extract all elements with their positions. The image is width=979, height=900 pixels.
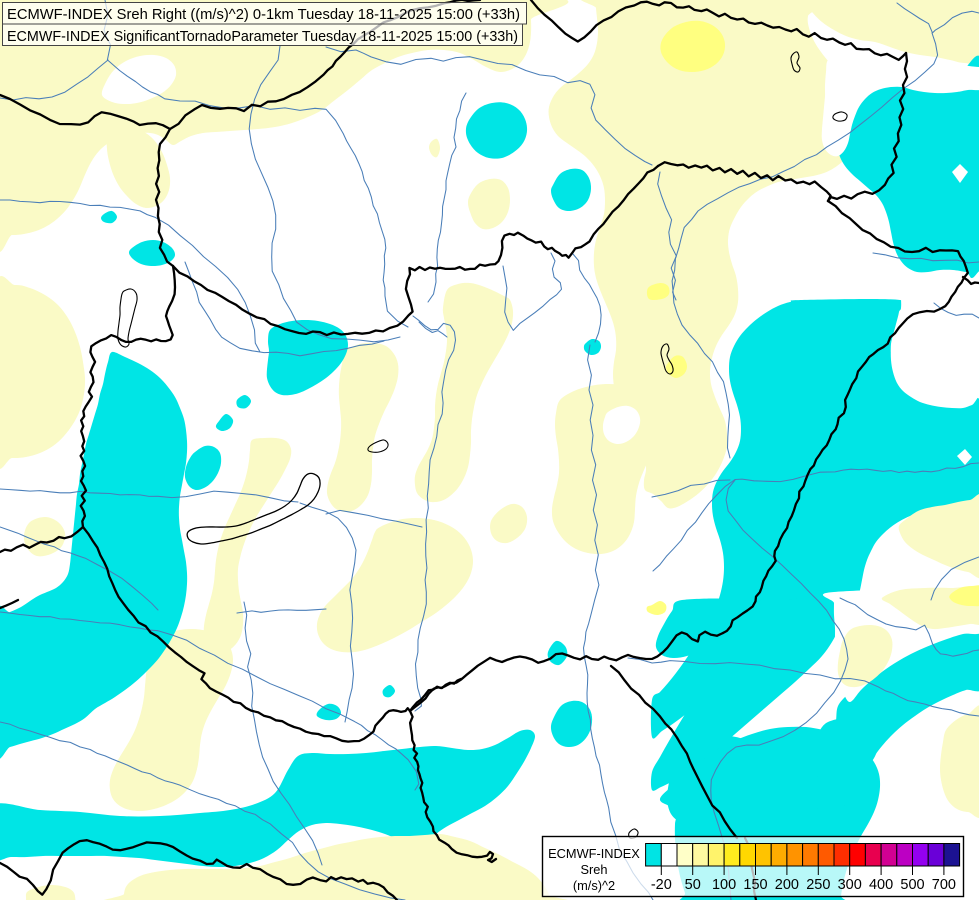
svg-text:200: 200 xyxy=(775,877,799,893)
svg-text:100: 100 xyxy=(712,877,736,893)
svg-text:300: 300 xyxy=(838,877,862,893)
svg-text:ECMWF-INDEX Sreh Right ((m/s)^: ECMWF-INDEX Sreh Right ((m/s)^2) 0-1km T… xyxy=(7,6,520,23)
svg-text:400: 400 xyxy=(869,877,893,893)
svg-text:700: 700 xyxy=(932,877,956,893)
svg-text:ECMWF-INDEX SignificantTornado: ECMWF-INDEX SignificantTornadoParameter … xyxy=(7,28,518,45)
svg-text:-20: -20 xyxy=(651,877,672,893)
svg-text:(m/s)^2: (m/s)^2 xyxy=(573,878,615,893)
svg-text:500: 500 xyxy=(900,877,924,893)
svg-text:Sreh: Sreh xyxy=(580,862,607,877)
svg-text:150: 150 xyxy=(743,877,767,893)
svg-text:50: 50 xyxy=(685,877,701,893)
svg-text:250: 250 xyxy=(806,877,830,893)
svg-text:ECMWF-INDEX: ECMWF-INDEX xyxy=(548,846,640,861)
